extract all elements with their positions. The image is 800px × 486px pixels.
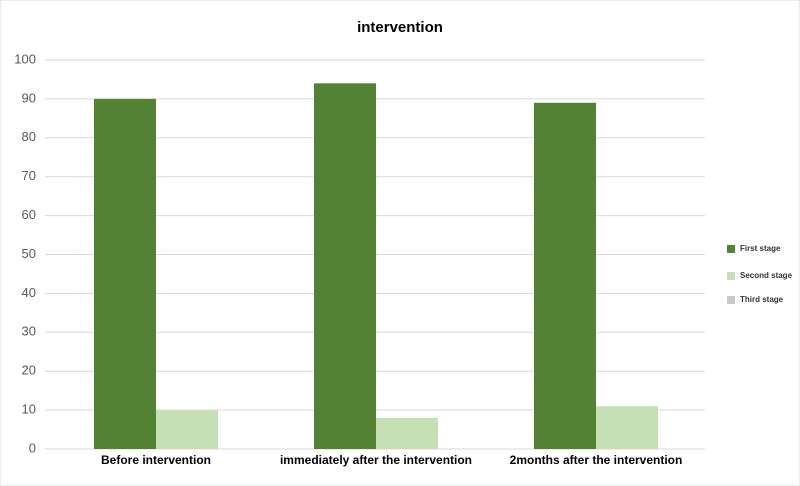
- x-tick-label: immediately after the intervention: [280, 453, 472, 467]
- legend-label: First stage: [740, 244, 781, 253]
- y-tick-label: 0: [29, 440, 36, 455]
- y-tick-label: 80: [22, 129, 36, 144]
- bar: [534, 102, 596, 449]
- legend-label: Second stage: [740, 271, 793, 280]
- y-tick-label: 40: [22, 285, 36, 300]
- y-tick-label: 60: [22, 207, 36, 222]
- chart-title: intervention: [357, 19, 443, 36]
- y-tick-label: 90: [22, 90, 36, 105]
- y-tick-label: 100: [14, 51, 36, 66]
- x-tick-label: Before intervention: [101, 453, 211, 467]
- legend-marker: [727, 245, 735, 253]
- legend-marker: [727, 272, 735, 280]
- bar: [156, 410, 218, 449]
- y-tick-label: 50: [22, 246, 36, 261]
- bar: [596, 406, 658, 449]
- y-tick-label: 30: [22, 324, 36, 339]
- bar: [314, 83, 376, 449]
- bar: [94, 98, 156, 450]
- y-tick-label: 10: [22, 402, 36, 417]
- y-tick-label: 70: [22, 168, 36, 183]
- legend-label: Third stage: [740, 295, 784, 304]
- x-tick-label: 2months after the intervention: [510, 453, 683, 467]
- legend-marker: [727, 296, 735, 304]
- y-tick-label: 20: [22, 363, 36, 378]
- bar: [376, 417, 438, 449]
